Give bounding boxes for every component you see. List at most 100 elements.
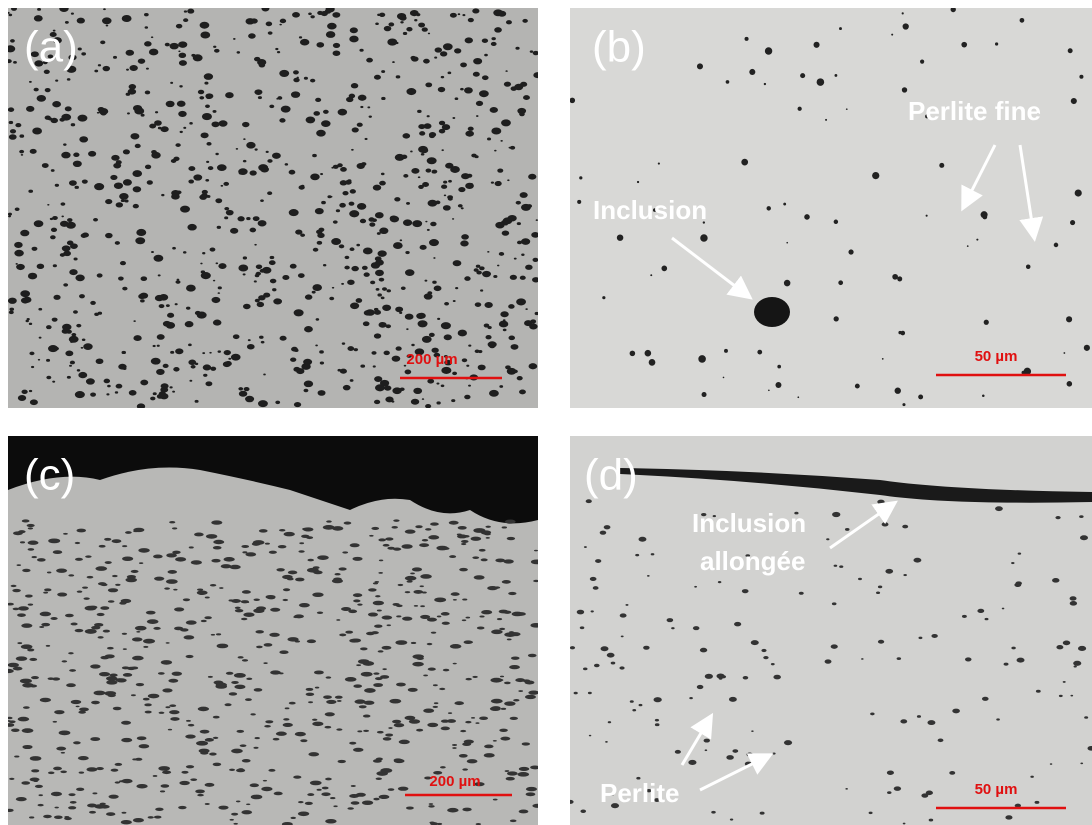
texture [197,312,207,319]
texture [133,320,136,322]
texture [846,108,848,110]
texture [221,564,232,568]
texture [429,132,436,137]
texture [301,185,305,188]
texture [133,186,142,192]
texture [294,640,300,642]
texture [502,526,507,528]
texture [177,101,186,107]
texture [335,573,341,575]
texture [394,723,404,727]
texture [21,781,30,785]
texture [521,204,531,211]
texture [226,210,234,216]
texture [233,38,236,40]
texture [63,143,66,145]
texture [485,526,491,528]
texture [441,612,450,616]
texture [403,219,412,226]
texture [429,822,435,824]
texture [323,264,326,266]
texture [436,401,440,404]
texture [505,770,510,772]
texture [15,123,21,127]
texture [415,525,422,528]
texture [43,592,48,594]
texture [75,186,79,189]
texture [438,87,445,92]
texture [94,691,106,696]
texture [388,22,394,26]
texture [293,70,299,74]
texture [400,239,403,241]
texture [84,597,90,599]
texture [125,578,137,583]
texture [443,669,449,672]
texture [298,812,309,817]
texture [51,228,57,232]
texture [503,222,507,225]
texture [694,586,697,588]
texture [441,76,444,78]
texture [137,736,147,740]
annotation: allongée [700,546,805,576]
texture [396,605,403,608]
texture [490,107,498,113]
texture [751,640,759,645]
texture [882,358,884,360]
texture [345,180,352,185]
texture [882,522,889,526]
texture [90,301,96,305]
texture [625,604,628,606]
texture [23,706,30,709]
texture [79,772,84,774]
texture [443,205,451,211]
texture [254,89,262,95]
texture [976,239,978,241]
texture [231,681,239,684]
texture [1073,661,1081,666]
texture [200,32,210,39]
texture [39,626,44,628]
texture [373,185,381,191]
texture [298,801,304,803]
texture [100,805,110,809]
texture [364,701,375,705]
texture [479,616,484,618]
texture [242,122,249,127]
texture [100,803,106,805]
texture [304,326,313,332]
texture [251,795,263,800]
texture [266,22,273,27]
texture [189,546,194,548]
texture [462,358,467,362]
texture [433,706,438,708]
texture [449,521,459,525]
texture [25,594,33,597]
texture [255,630,263,633]
texture [269,105,274,109]
texture [326,6,335,13]
texture [452,372,457,375]
texture [393,242,403,249]
texture [374,625,382,628]
texture [293,775,301,778]
texture [632,709,636,711]
texture [475,302,482,307]
texture [299,542,304,544]
texture [308,559,314,562]
texture [647,575,650,577]
texture [333,50,341,56]
texture [352,557,362,561]
texture [667,618,674,622]
texture [159,712,165,714]
texture [106,25,109,27]
texture [532,277,540,282]
texture [304,380,313,387]
texture [272,153,281,159]
texture [135,237,145,244]
texture [878,640,884,644]
panel-label: (c) [24,451,75,500]
texture [321,11,328,16]
texture [333,43,340,48]
